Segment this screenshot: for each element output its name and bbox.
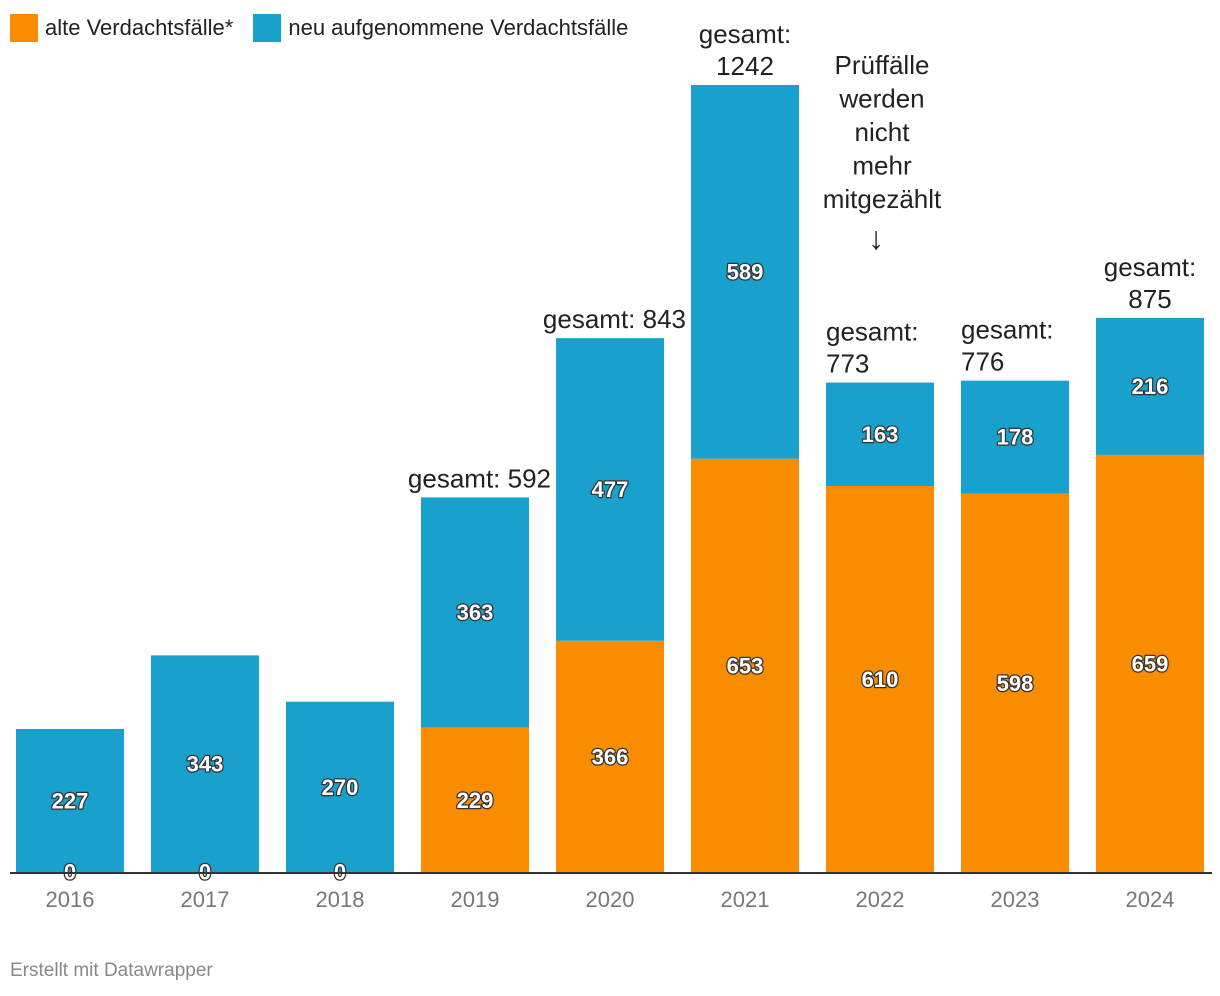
bar-alte-2022 bbox=[826, 485, 934, 873]
total-label-2021-line1: gesamt: bbox=[699, 19, 792, 49]
x-tick-label-2019: 2019 bbox=[451, 887, 500, 912]
value-label-neu-2018: 270 bbox=[322, 775, 359, 800]
total-label-2023-line1: gesamt: bbox=[961, 315, 1054, 345]
value-label-alte-2023: 598 bbox=[997, 671, 1034, 696]
x-tick-label-2016: 2016 bbox=[46, 887, 95, 912]
legend-swatch-neu bbox=[253, 14, 282, 42]
value-label-neu-2023: 178 bbox=[997, 425, 1034, 450]
total-label-2024-line1: gesamt: bbox=[1104, 252, 1197, 282]
annotation-line-1: Prüffälle bbox=[835, 50, 930, 80]
annotation-line-5: mitgezählt bbox=[823, 184, 942, 214]
value-label-alte-2019: 229 bbox=[457, 788, 494, 813]
value-label-alte-2021: 653 bbox=[727, 653, 764, 678]
value-label-alte-2020: 366 bbox=[592, 744, 629, 769]
legend-item-alte: alte Verdachtsfälle* bbox=[10, 14, 233, 42]
value-label-neu-2016: 227 bbox=[52, 788, 89, 813]
total-label-2024-line2: 875 bbox=[1128, 284, 1171, 314]
annotation-line-2: werden bbox=[838, 84, 924, 114]
total-label-2023-line2: 776 bbox=[961, 347, 1004, 377]
x-tick-label-2021: 2021 bbox=[721, 887, 770, 912]
value-label-alte-2024: 659 bbox=[1132, 651, 1169, 676]
total-label-2020: gesamt: 843 bbox=[543, 304, 686, 334]
bar-neu-2023 bbox=[961, 380, 1069, 494]
bar-neu-2021 bbox=[691, 85, 799, 459]
value-label-neu-2020: 477 bbox=[592, 477, 629, 502]
x-tick-label-2022: 2022 bbox=[856, 887, 905, 912]
total-label-2022-line2: 773 bbox=[826, 349, 869, 379]
x-tick-label-2017: 2017 bbox=[181, 887, 230, 912]
total-label-2019: gesamt: 592 bbox=[408, 463, 551, 493]
bar-alte-2021 bbox=[691, 458, 799, 873]
footer-credit: Erstellt mit Datawrapper bbox=[10, 960, 213, 981]
bar-alte-2023 bbox=[961, 493, 1069, 873]
x-tick-label-2018: 2018 bbox=[316, 887, 365, 912]
annotation-line-3: nicht bbox=[855, 117, 911, 147]
annotation-line-4: mehr bbox=[852, 151, 912, 181]
legend-label-neu: neu aufgenommene Verdachtsfälle bbox=[288, 15, 629, 40]
bar-neu-2018 bbox=[286, 701, 394, 873]
down-arrow-icon: ↓ bbox=[868, 220, 884, 256]
value-label-alte-2022: 610 bbox=[862, 667, 899, 692]
bar-neu-2024 bbox=[1096, 317, 1204, 455]
legend-item-neu: neu aufgenommene Verdachtsfälle bbox=[253, 14, 628, 42]
bar-neu-2019 bbox=[421, 497, 529, 728]
bar-alte-2020 bbox=[556, 640, 664, 873]
value-label-neu-2024: 216 bbox=[1132, 374, 1169, 399]
bar-neu-2022 bbox=[826, 382, 934, 486]
x-tick-label-2023: 2023 bbox=[991, 887, 1040, 912]
bar-neu-2020 bbox=[556, 338, 664, 641]
legend-swatch-alte bbox=[10, 14, 38, 42]
legend: alte Verdachtsfälle* neu aufgenommene Ve… bbox=[10, 12, 648, 44]
value-label-neu-2021: 589 bbox=[727, 259, 764, 284]
total-label-2021-line2: 1242 bbox=[716, 51, 774, 81]
value-label-neu-2022: 163 bbox=[862, 422, 899, 447]
total-label-2022-line1: gesamt: bbox=[826, 317, 919, 347]
value-label-neu-2017: 343 bbox=[187, 752, 224, 777]
bar-alte-2024 bbox=[1096, 454, 1204, 873]
bar-neu-2017 bbox=[151, 655, 259, 873]
x-tick-label-2020: 2020 bbox=[586, 887, 635, 912]
bar-neu-2016 bbox=[16, 728, 124, 873]
bar-alte-2019 bbox=[421, 727, 529, 873]
value-label-neu-2019: 363 bbox=[457, 600, 494, 625]
x-tick-label-2024: 2024 bbox=[1126, 887, 1175, 912]
legend-label-alte: alte Verdachtsfälle* bbox=[45, 15, 234, 40]
